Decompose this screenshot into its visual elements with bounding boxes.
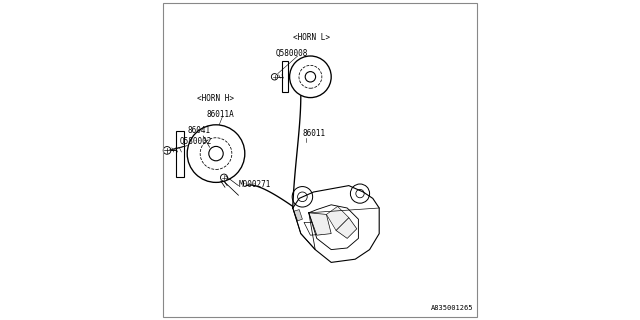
Text: <HORN H>: <HORN H> (197, 94, 234, 103)
Circle shape (271, 74, 278, 80)
Polygon shape (336, 218, 357, 238)
Circle shape (163, 147, 171, 154)
Text: Q580008: Q580008 (275, 49, 308, 58)
Circle shape (220, 174, 228, 181)
Text: Q580002: Q580002 (179, 137, 212, 146)
Text: A835001265: A835001265 (431, 305, 474, 311)
Text: M000271: M000271 (239, 180, 271, 189)
Polygon shape (304, 222, 322, 235)
Text: 86041: 86041 (187, 126, 211, 135)
Polygon shape (326, 206, 349, 230)
Bar (282, 61, 288, 92)
Text: 86011A: 86011A (206, 110, 234, 119)
Polygon shape (294, 210, 302, 221)
Bar (176, 131, 184, 177)
Text: <HORN L>: <HORN L> (292, 33, 330, 42)
Polygon shape (309, 213, 332, 235)
Text: 86011: 86011 (302, 129, 326, 138)
